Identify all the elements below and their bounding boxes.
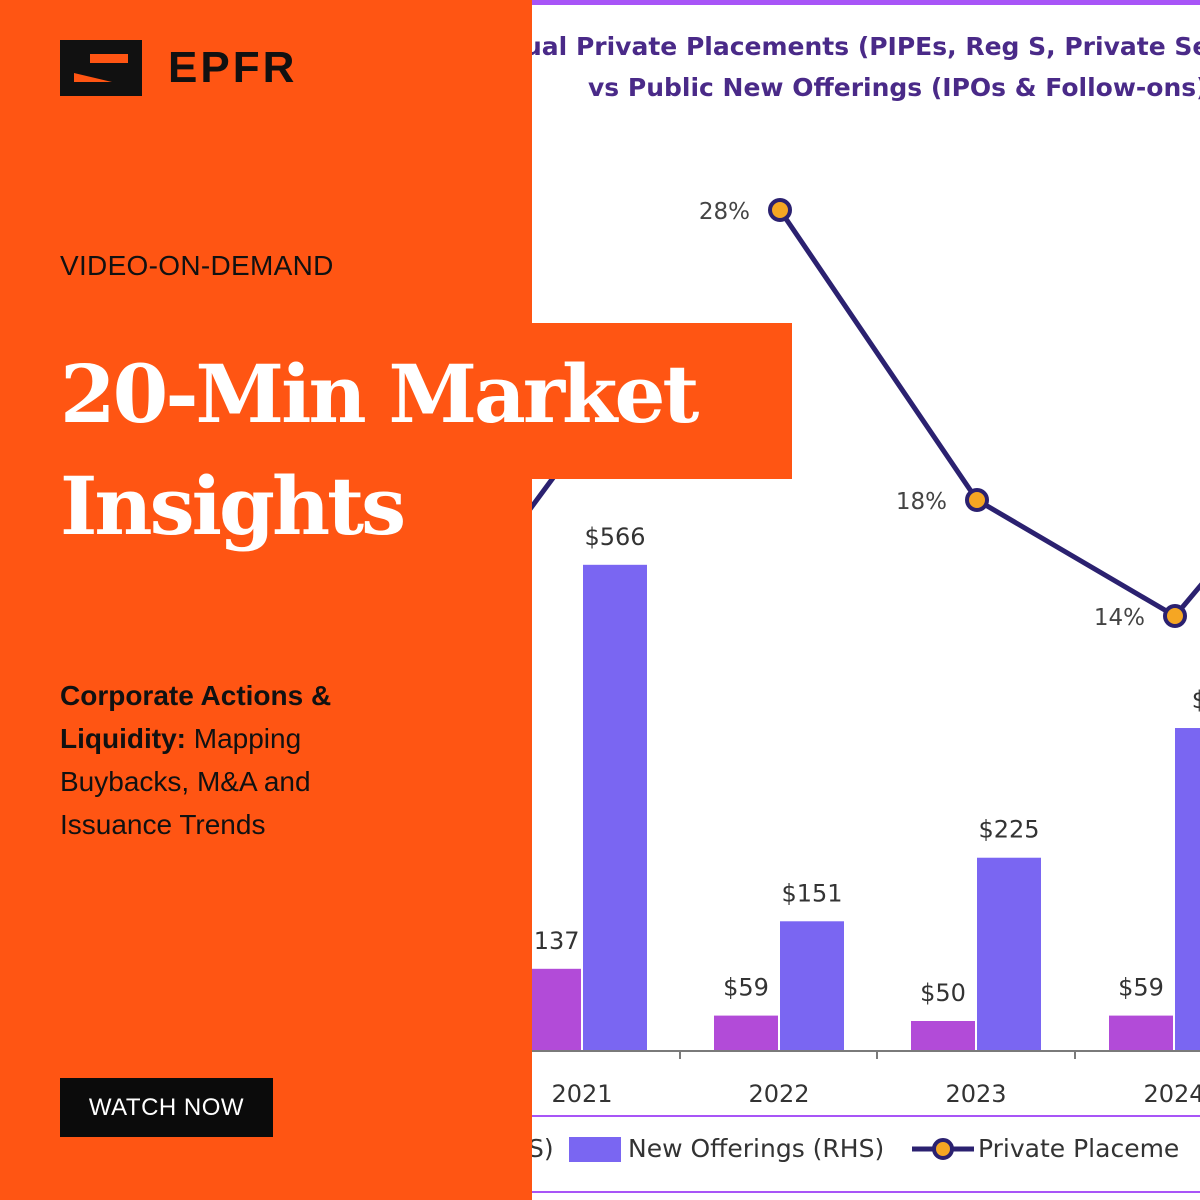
epfr-logo: EPFR (60, 40, 297, 96)
chart-top-border (532, 0, 1200, 5)
new-offerings-bar (780, 921, 844, 1051)
legend-label: Private Placeme (978, 1134, 1179, 1163)
line-marker (965, 488, 989, 512)
private-placements-bar (532, 968, 581, 1051)
x-tick-label: 2024 (1143, 1080, 1200, 1108)
line-marker (1163, 604, 1187, 628)
new-offerings-bar (977, 857, 1041, 1051)
line-marker (768, 198, 792, 222)
new-offerings-bar (583, 564, 647, 1051)
chart-panel: ual Private Placements (PIPEs, Reg S, Pr… (532, 0, 1200, 1200)
watch-now-button[interactable]: WATCH NOW (60, 1078, 273, 1137)
private-placements-label: $50 (920, 979, 966, 1007)
chart-subtitle: vs Public New Offerings (IPOs & Follow-o… (588, 73, 1200, 102)
issuance-chart: ual Private Placements (PIPEs, Reg S, Pr… (532, 0, 1200, 1193)
private-placements-bar (1109, 1015, 1173, 1051)
legend-label: New Offerings (RHS) (628, 1134, 884, 1163)
new-offerings-label: $225 (978, 816, 1039, 844)
legend-marker (932, 1138, 954, 1160)
private-placements-label: $59 (1118, 974, 1164, 1002)
legend-swatch (569, 1137, 621, 1162)
private-placements-bar (911, 1021, 975, 1051)
x-tick-label: 2021 (551, 1080, 612, 1108)
private-placements-label: $59 (723, 974, 769, 1002)
new-offerings-label: $566 (584, 523, 645, 551)
epfr-logo-icon (60, 40, 142, 96)
pct-label: 14% (1094, 605, 1145, 631)
page-title: 20-Min Market Insights (60, 338, 699, 562)
title-line-1: 20-Min Market (60, 347, 699, 441)
title-line-2: Insights (60, 459, 406, 553)
legend-label: S) (532, 1134, 554, 1163)
x-tick-label: 2022 (748, 1080, 809, 1108)
pct-label: 28% (699, 199, 750, 225)
promo-panel: EPFR VIDEO-ON-DEMAND Corporate Actions &… (0, 0, 532, 1200)
session-description: Corporate Actions & Liquidity: Mapping B… (60, 674, 400, 846)
pct-label: 18% (896, 489, 947, 515)
title-highlight (0, 323, 792, 479)
new-offerings-bar (1175, 728, 1200, 1051)
session-topic: Corporate Actions & Liquidity: (60, 680, 332, 754)
x-tick-label: 2023 (945, 1080, 1006, 1108)
new-offerings-label: $151 (781, 879, 842, 907)
chart-title: ual Private Placements (PIPEs, Reg S, Pr… (532, 32, 1200, 61)
brand-name: EPFR (168, 43, 298, 92)
eyebrow-label: VIDEO-ON-DEMAND (60, 250, 334, 281)
private-placements-label: $137 (532, 927, 580, 955)
new-offerings-label: $3 (1192, 686, 1200, 714)
session-topic-detail: Mapping Buybacks, M&A and Issuance Trend… (60, 723, 311, 840)
private-placements-bar (714, 1015, 778, 1051)
